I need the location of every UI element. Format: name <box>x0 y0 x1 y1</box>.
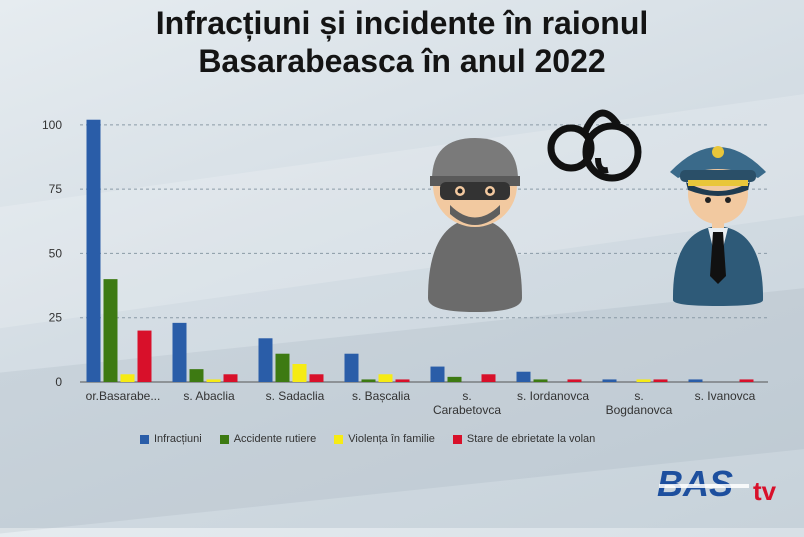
bar <box>636 379 651 382</box>
x-tick-label: s. Iordanovca <box>517 389 589 403</box>
x-tick-label: s. Sadaclia <box>266 389 325 403</box>
x-tick-label: Bogdanovca <box>606 403 673 417</box>
bar <box>378 374 393 382</box>
bar <box>447 376 462 382</box>
chart-title: Infracțiuni și incidente în raionul Basa… <box>0 4 804 80</box>
bar <box>86 119 101 382</box>
legend-item: Violența în familie <box>334 433 435 445</box>
legend-label: Stare de ebrietate la volan <box>466 433 596 445</box>
legend-item: Infracțiuni <box>140 433 202 445</box>
bar <box>103 279 118 382</box>
legend: Infracțiuni Accidente rutiere Violența în … <box>140 433 595 445</box>
grid-lines <box>80 124 768 319</box>
bar <box>533 379 548 382</box>
bar <box>567 379 582 382</box>
legend-item: Stare de ebrietate la volan <box>452 433 596 445</box>
legend-label: Accidente rutiere <box>233 433 317 445</box>
x-tick-label: s. Abaclia <box>183 389 235 403</box>
bars <box>86 119 754 382</box>
logo-stripe <box>659 484 749 488</box>
bar <box>292 364 307 382</box>
handcuffs-icon <box>547 109 642 182</box>
legend-label: Infracțiuni <box>154 433 202 445</box>
legend-swatch <box>452 434 462 444</box>
bar <box>361 379 376 382</box>
bar <box>481 374 496 382</box>
title-line-2: Basarabeasca în anul 2022 <box>198 43 606 79</box>
category-labels: or.Basarabe... s. Abaclia s. Sadaclia s. Ba… <box>86 389 756 417</box>
y-tick-label: 0 <box>55 375 62 389</box>
title-line-1: Infracțiuni și incidente în raionul <box>155 5 649 41</box>
bar <box>739 379 754 382</box>
bar <box>395 379 410 382</box>
bar <box>344 353 359 382</box>
bar <box>258 338 273 382</box>
x-tick-label: s. <box>462 389 471 403</box>
bastv-logo: BAS tv <box>657 463 777 504</box>
bar <box>602 379 617 382</box>
bar <box>688 379 703 382</box>
bar <box>137 330 152 382</box>
bar <box>430 366 445 382</box>
bar <box>223 374 238 382</box>
bar <box>120 374 135 382</box>
y-tick-label: 75 <box>49 182 63 196</box>
x-tick-label: s. <box>634 389 643 403</box>
y-tick-label: 25 <box>49 311 63 325</box>
y-tick-label: 100 <box>42 118 62 132</box>
bar <box>516 371 531 382</box>
legend-swatch <box>334 434 344 444</box>
y-tick-label: 50 <box>49 246 63 260</box>
bar <box>309 374 324 382</box>
logo-suffix: tv <box>753 476 777 504</box>
bar <box>206 379 221 382</box>
legend-label: Violența în familie <box>348 433 435 445</box>
x-tick-label: or.Basarabe... <box>86 389 161 403</box>
x-tick-label: s. Bașcalia <box>352 389 410 403</box>
thief-illustration <box>428 138 522 312</box>
bar <box>653 379 668 382</box>
legend-item: Accidente rutiere <box>219 433 317 445</box>
logo-text: BAS <box>657 463 733 504</box>
police-officer-illustration <box>670 146 766 306</box>
bar <box>189 369 204 382</box>
legend-swatch <box>140 434 149 444</box>
x-tick-label: s. Ivanovca <box>695 389 756 403</box>
x-tick-label: Carabetovca <box>433 403 501 417</box>
legend-swatch <box>219 434 229 444</box>
bar <box>275 353 290 382</box>
bar <box>172 322 187 382</box>
